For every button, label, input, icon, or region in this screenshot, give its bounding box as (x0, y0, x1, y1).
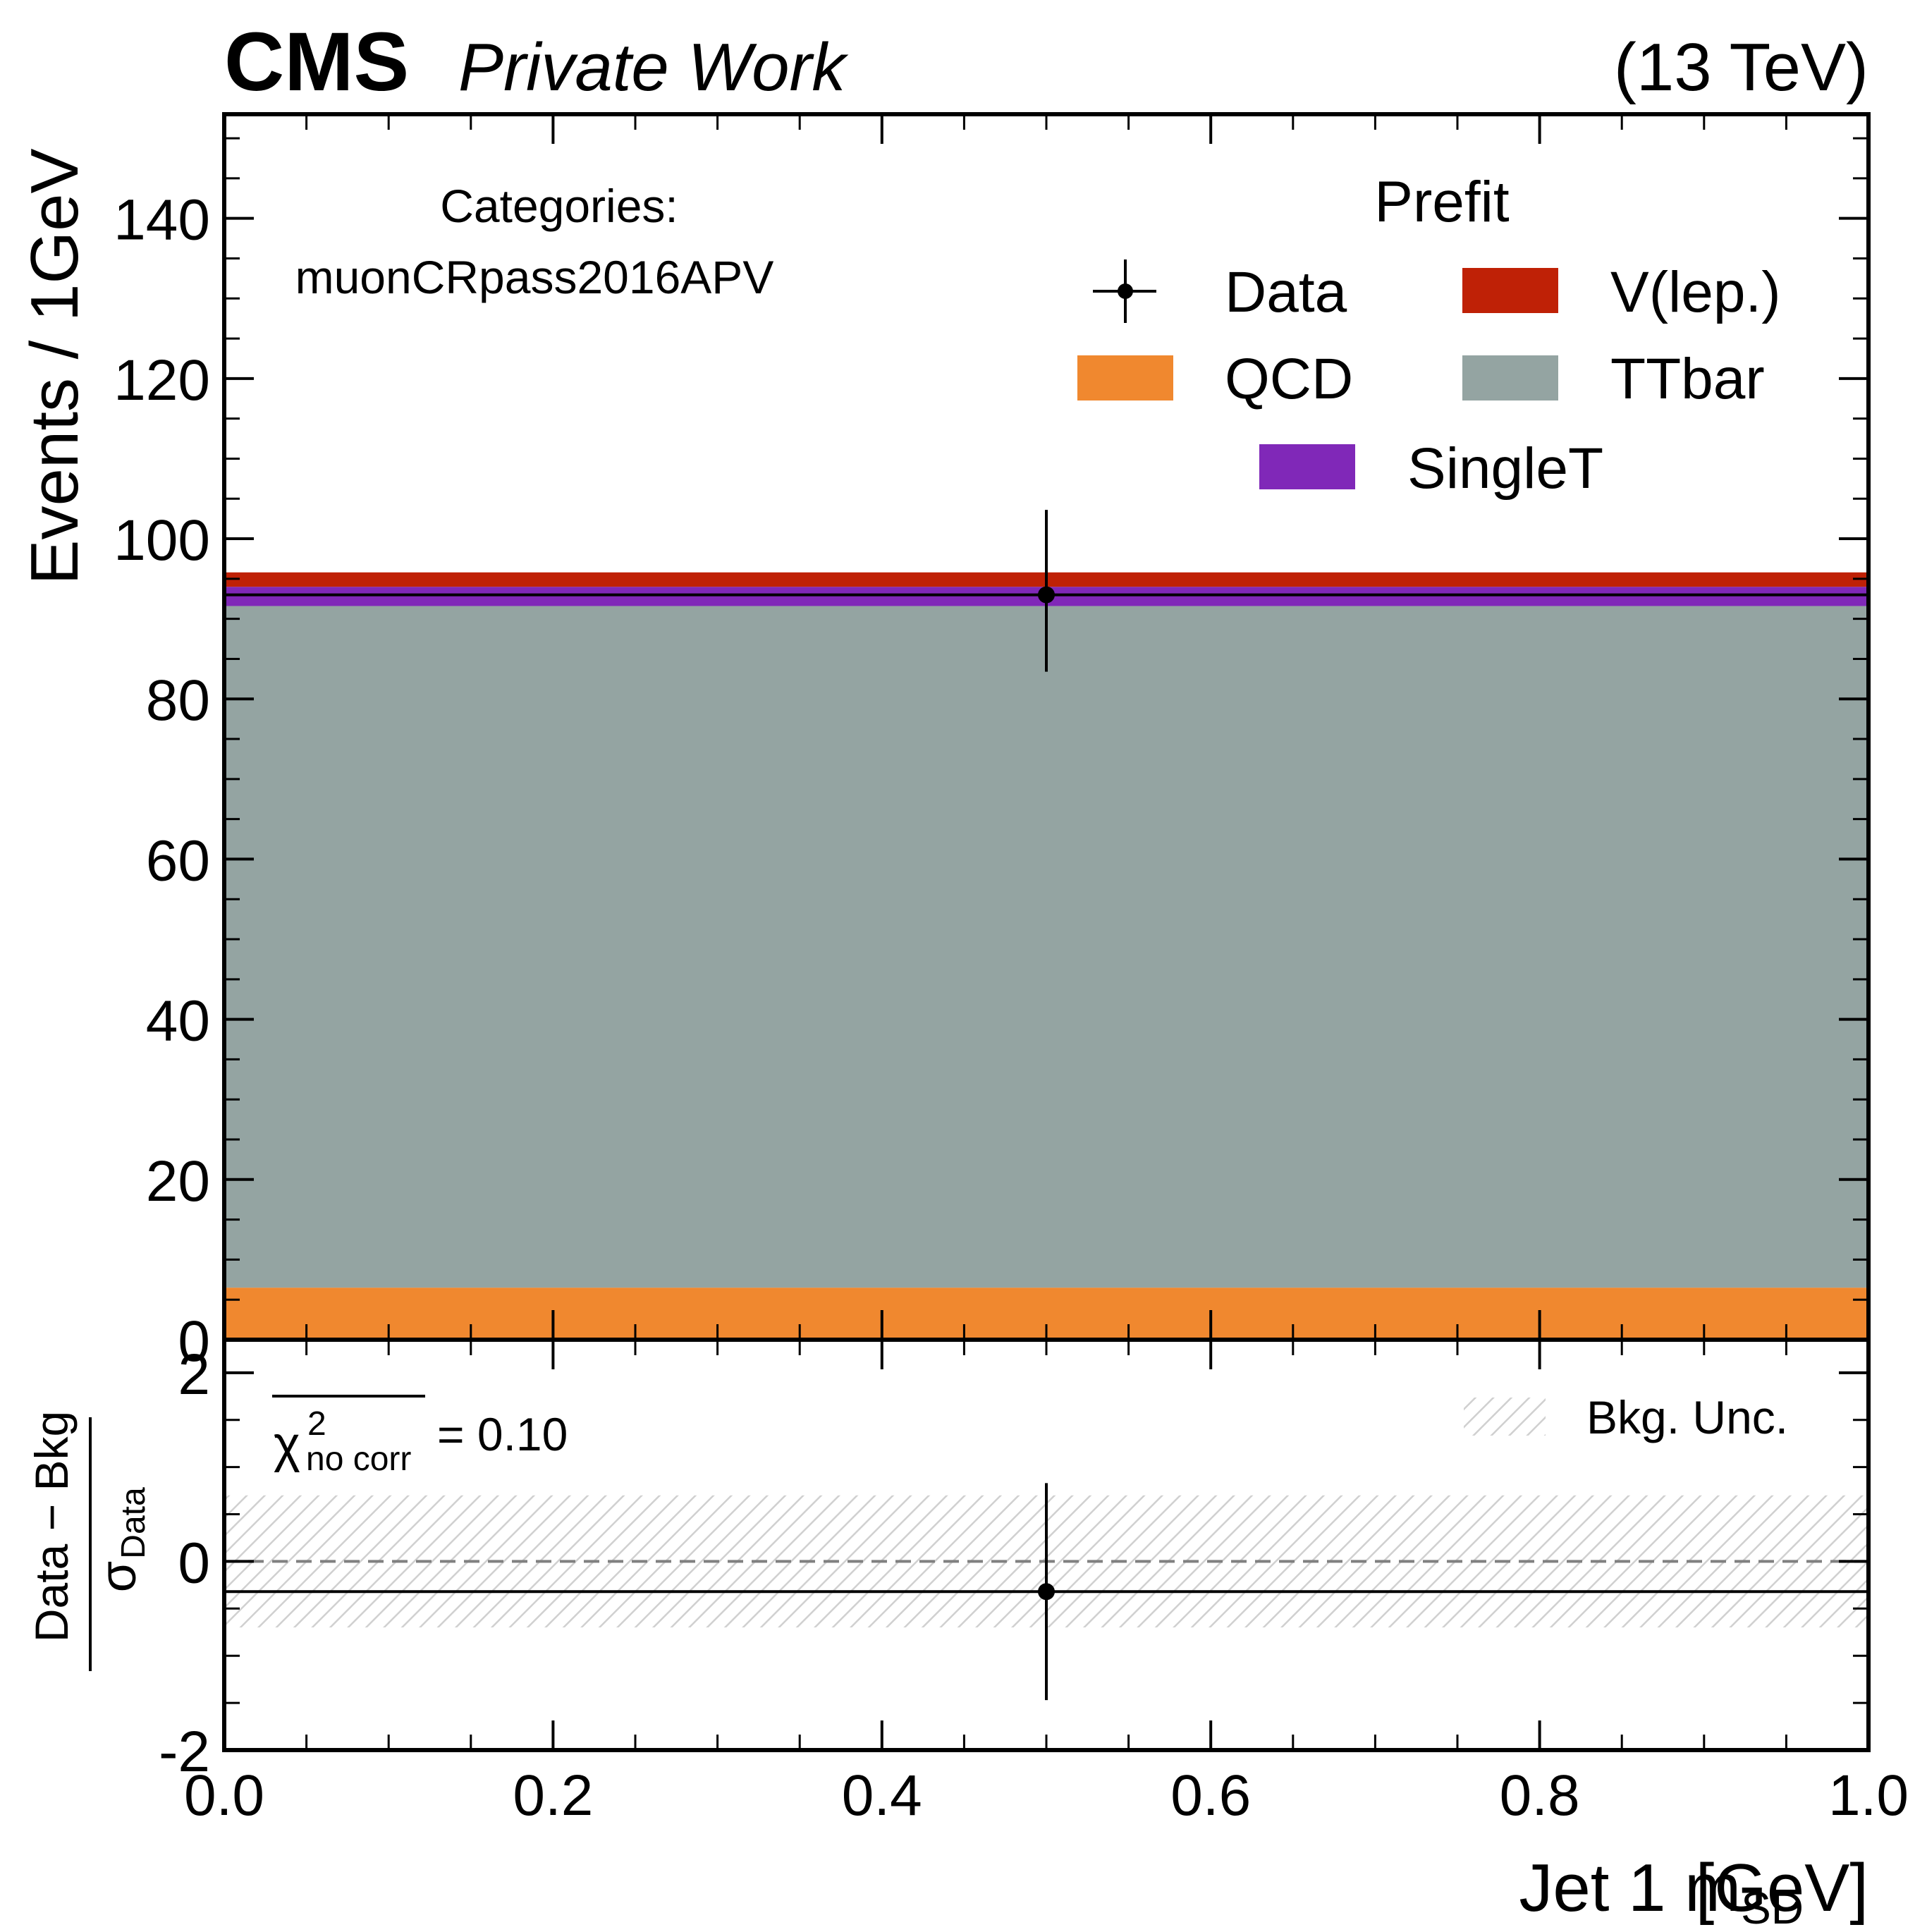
main-ytick-label: 0 (178, 1309, 210, 1374)
pull-point (1038, 1583, 1055, 1601)
ratio-ytick-labels: -2 0 2 (159, 1343, 210, 1784)
xtick-label: 0.0 (184, 1763, 264, 1828)
chi2-annotation: χ 2 no corr = 0.10 (272, 1395, 568, 1478)
legend-swatch-singlet (1259, 444, 1355, 489)
legend-swatch-qcd (1077, 355, 1173, 401)
ratio-ylabel: Data − Bkg σ Data (25, 1411, 152, 1671)
chi2-sub: no corr (306, 1441, 411, 1478)
main-ytick-label: 60 (146, 829, 210, 893)
ratio-ytick-label: 0 (178, 1531, 210, 1595)
xlabel: Jet 1 mSD [GeV] (1519, 1850, 1868, 1932)
energy-label: (13 TeV) (1614, 30, 1868, 105)
main-ytick-labels: 0 20 40 60 80 100 120 140 (114, 188, 210, 1374)
xtick-label: 0.6 (1170, 1763, 1251, 1828)
stack-bar-ttbar (224, 606, 1868, 1288)
xtick-label: 0.8 (1500, 1763, 1580, 1828)
xtick-label: 0.4 (842, 1763, 922, 1828)
svg-text:Jet 1 mSD: Jet 1 mSD (1519, 1850, 1804, 1932)
data-points (224, 510, 1868, 672)
main-ytick-label: 40 (146, 989, 210, 1053)
legend-label-singlet: SingleT (1407, 436, 1603, 501)
legend-label-bkg-unc: Bkg. Unc. (1586, 1391, 1788, 1443)
ratio-panel-frame (222, 1338, 1871, 1752)
legend: Data V(lep.) QCD TTbar SingleT (1077, 259, 1781, 501)
xlabel-unit: [GeV] (1696, 1850, 1868, 1926)
legend-swatch-bkg-unc (1464, 1398, 1546, 1436)
xlabel-sub: SD (1741, 1883, 1804, 1932)
legend-title: Prefit (1374, 170, 1510, 234)
legend-swatch-vlep (1462, 268, 1558, 313)
private-work-label: Private Work (458, 30, 849, 105)
main-ytick-label: 100 (114, 508, 210, 573)
ratio-ytick-label: -2 (159, 1720, 210, 1784)
xtick-label: 0.2 (513, 1763, 593, 1828)
chi2-symbol: χ (274, 1417, 300, 1473)
ratio-ylabel-num: Data − Bkg (25, 1411, 78, 1642)
main-ylabel: Events / 1GeV (17, 149, 92, 585)
svg-text:χ: χ (274, 1417, 300, 1473)
legend-label-qcd: QCD (1225, 347, 1353, 411)
pull-points (224, 1483, 1868, 1701)
main-ytick-label: 80 (146, 668, 210, 733)
legend-label-data: Data (1225, 260, 1347, 324)
chi2-value: = 0.10 (437, 1408, 568, 1460)
chi2-sup: 2 (307, 1405, 326, 1443)
ratio-ylabel-den: σ (90, 1561, 147, 1592)
xtick-label: 1.0 (1828, 1763, 1909, 1828)
legend-label-ttbar: TTbar (1610, 347, 1765, 411)
main-ytick-label: 20 (146, 1149, 210, 1213)
legend-marker-data (1093, 259, 1156, 323)
ratio-ylabel-den-sub: Data (115, 1487, 152, 1559)
legend-swatch-ttbar (1462, 355, 1558, 401)
xlabel-main: Jet 1 m (1519, 1850, 1741, 1926)
stack-fills (224, 572, 1868, 1340)
legend-label-vlep: V(lep.) (1610, 260, 1781, 324)
main-ytick-label: 120 (114, 348, 210, 412)
category-name: muonCRpass2016APV (295, 251, 774, 303)
data-point (1038, 586, 1055, 604)
xtick-labels: 0.0 0.2 0.4 0.6 0.8 1.0 (184, 1763, 1909, 1828)
category-title: Categories: (440, 180, 678, 232)
ratio-ytick-label: 2 (178, 1343, 210, 1407)
main-ytick-label: 140 (114, 188, 210, 252)
cms-label: CMS (224, 16, 409, 109)
